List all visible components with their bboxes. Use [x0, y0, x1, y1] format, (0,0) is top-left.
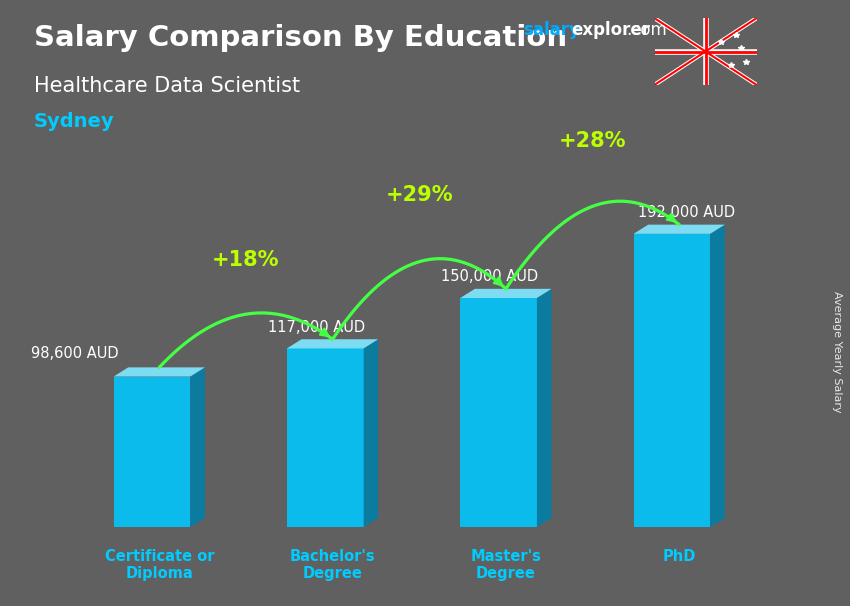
Text: Master's
Degree: Master's Degree: [470, 548, 541, 581]
Polygon shape: [114, 367, 205, 376]
Text: 98,600 AUD: 98,600 AUD: [31, 346, 119, 361]
Polygon shape: [461, 298, 537, 527]
Text: +28%: +28%: [558, 132, 626, 152]
Polygon shape: [633, 225, 725, 234]
Polygon shape: [633, 234, 711, 527]
Text: Salary Comparison By Education: Salary Comparison By Education: [34, 24, 567, 52]
Text: explorer: explorer: [571, 21, 650, 39]
Text: .com: .com: [626, 21, 667, 39]
Polygon shape: [287, 348, 364, 527]
Text: Bachelor's
Degree: Bachelor's Degree: [290, 548, 376, 581]
Text: Average Yearly Salary: Average Yearly Salary: [832, 291, 842, 412]
Polygon shape: [287, 339, 378, 348]
Polygon shape: [114, 376, 190, 527]
Text: 150,000 AUD: 150,000 AUD: [441, 269, 538, 284]
Text: Healthcare Data Scientist: Healthcare Data Scientist: [34, 76, 300, 96]
Text: +18%: +18%: [212, 250, 280, 270]
Text: PhD: PhD: [662, 548, 696, 564]
Polygon shape: [461, 289, 552, 298]
Polygon shape: [190, 367, 205, 527]
Polygon shape: [711, 225, 725, 527]
Text: Certificate or
Diploma: Certificate or Diploma: [105, 548, 214, 581]
Polygon shape: [364, 339, 378, 527]
Polygon shape: [537, 289, 552, 527]
Text: +29%: +29%: [385, 185, 453, 205]
Text: 117,000 AUD: 117,000 AUD: [268, 320, 365, 335]
Text: 192,000 AUD: 192,000 AUD: [638, 205, 735, 220]
Text: Sydney: Sydney: [34, 112, 115, 131]
Text: salary: salary: [523, 21, 580, 39]
